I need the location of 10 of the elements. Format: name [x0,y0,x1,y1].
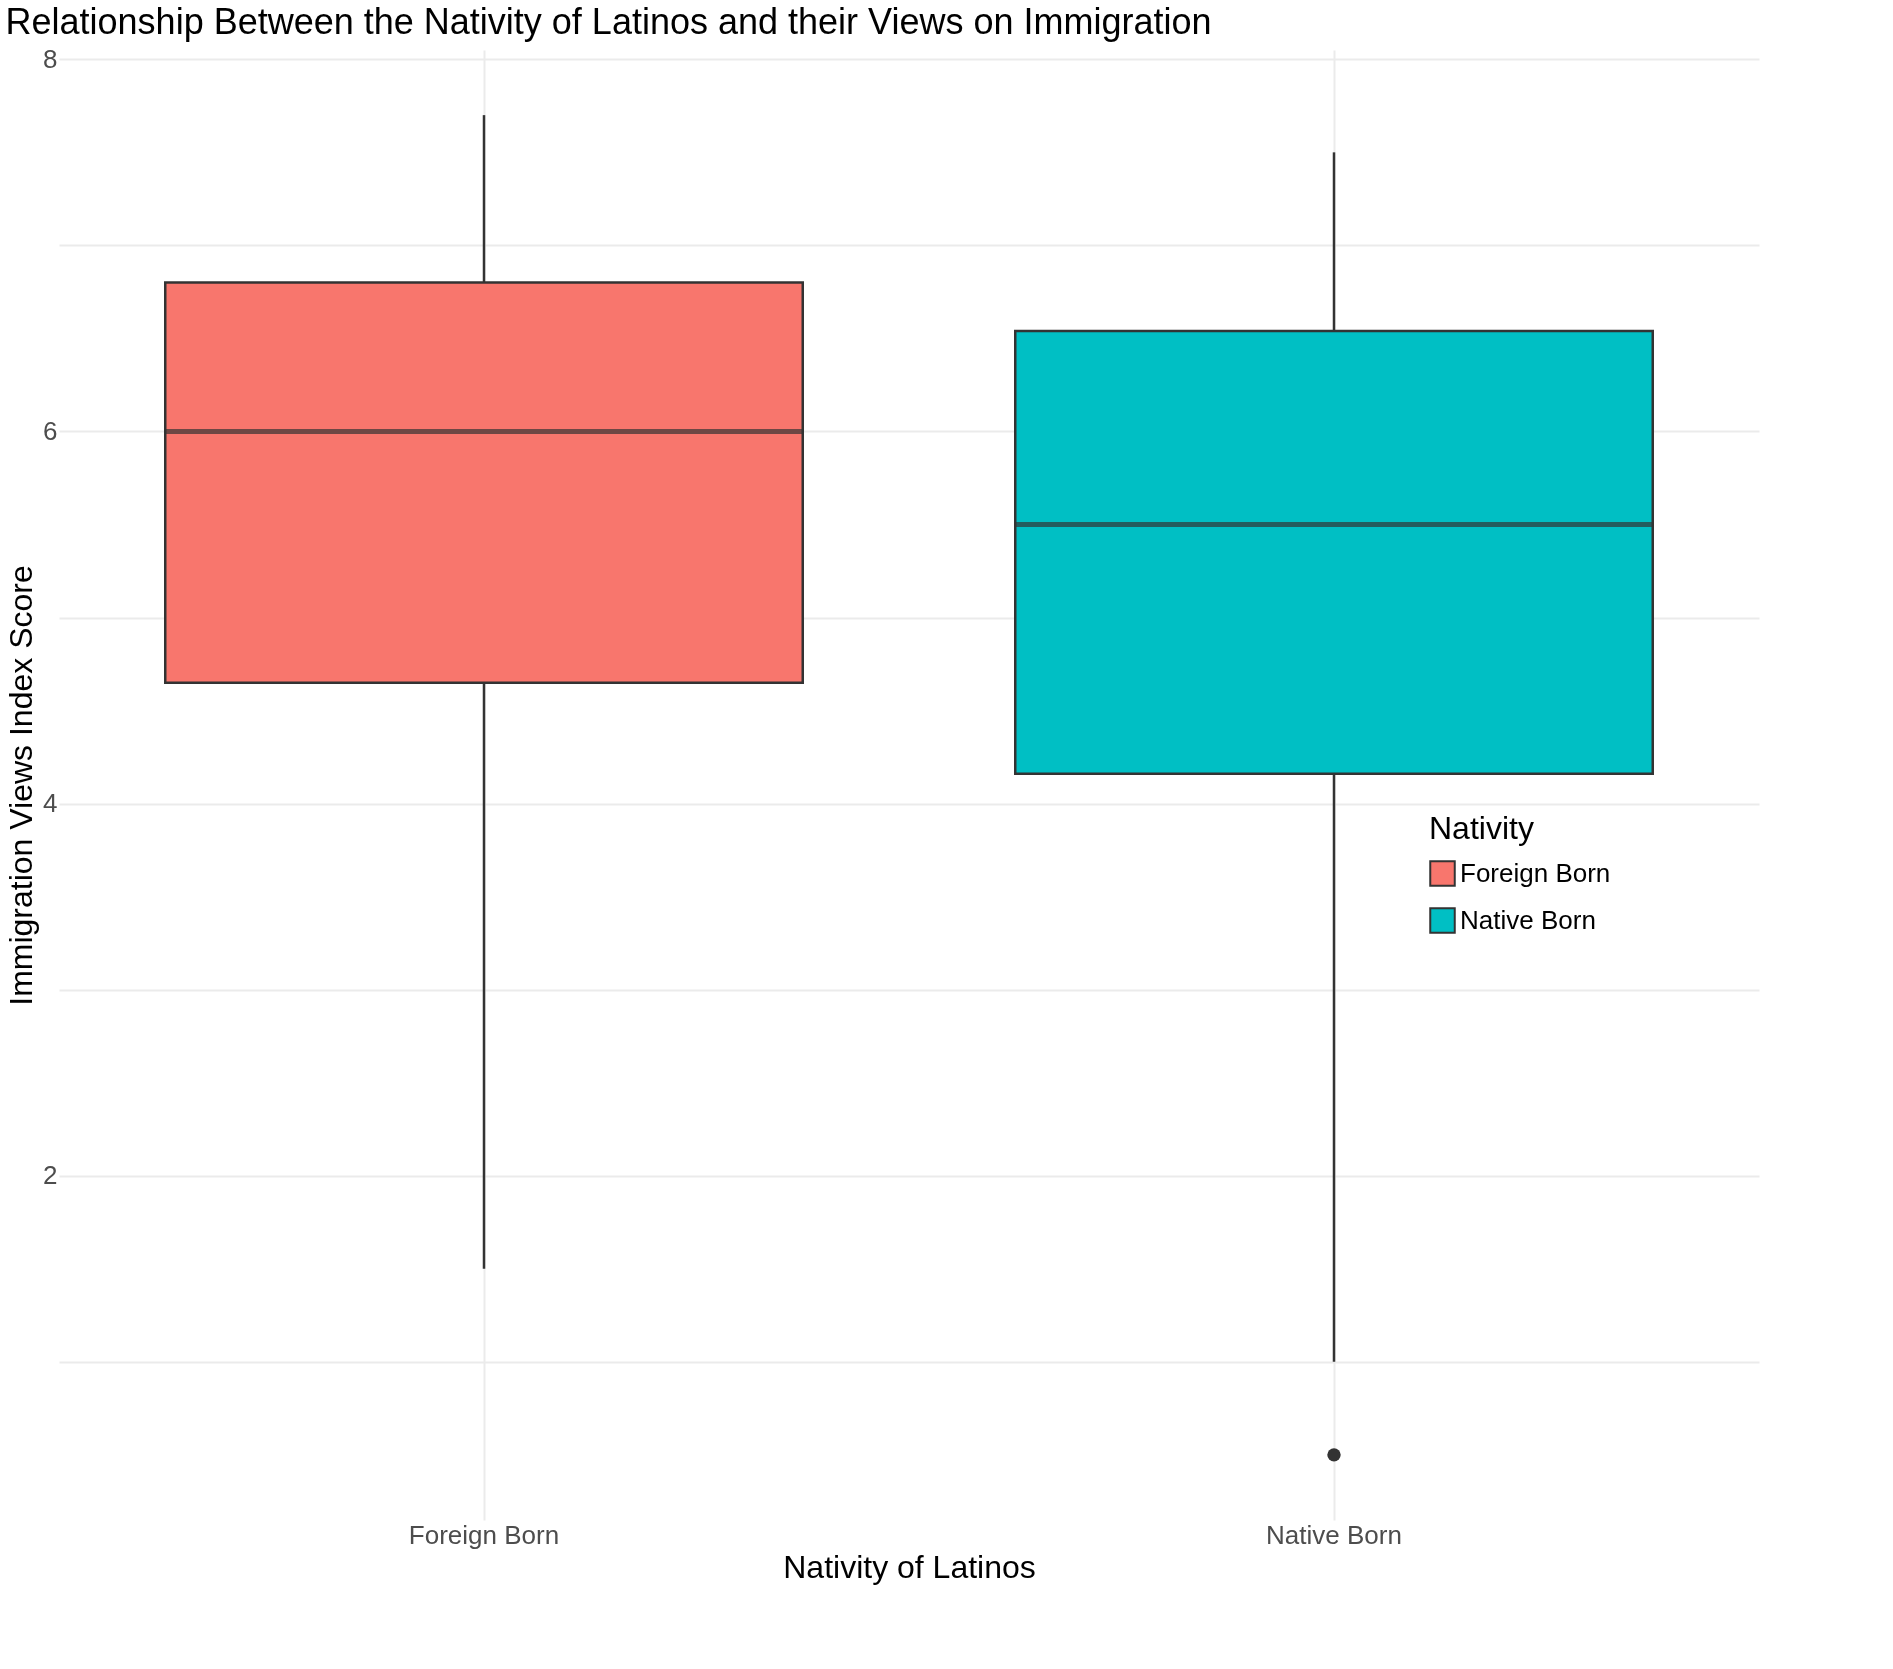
y-tick-label: 6 [43,415,58,446]
chart-title: Relationship Between the Nativity of Latinos and their Views on Immigration [5,1,1212,43]
legend-label: Foreign Born [1460,857,1611,888]
x-axis-title: Nativity of Latinos [783,1548,1036,1585]
legend-title: Nativity [1429,810,1534,846]
legend-label: Native Born [1460,904,1596,935]
y-tick-label: 8 [43,43,58,74]
y-tick-label: 2 [43,1160,58,1191]
y-tick-label: 4 [43,788,58,819]
y-axis-title: Immigration Views Index Score [3,565,40,1006]
